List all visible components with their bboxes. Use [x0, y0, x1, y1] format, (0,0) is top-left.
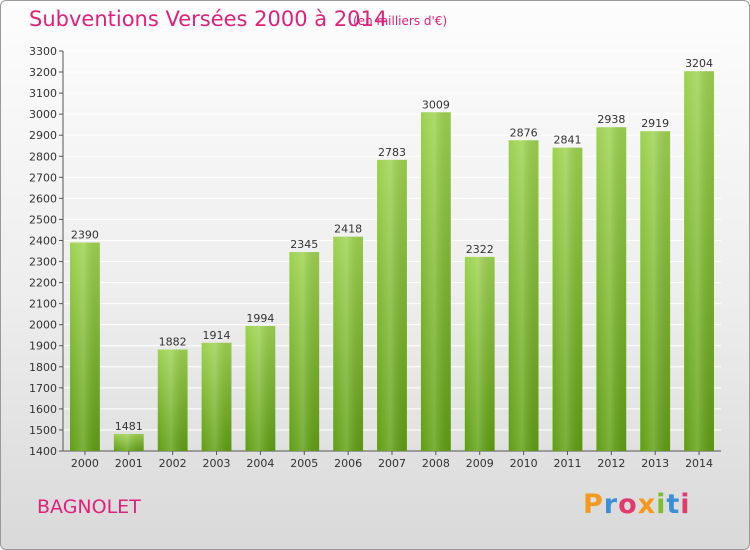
value-label: 2390	[71, 229, 99, 242]
bar-shine	[552, 147, 583, 451]
bar-shine	[420, 112, 451, 452]
value-label: 2876	[510, 126, 538, 139]
value-label: 1914	[203, 329, 231, 342]
y-tick-label: 3000	[29, 108, 57, 121]
value-label: 1994	[246, 312, 274, 325]
x-tick-label: 2010	[510, 457, 538, 470]
x-tick-label: 2011	[553, 457, 581, 470]
y-tick-label: 2400	[29, 234, 57, 247]
value-label: 2841	[553, 134, 581, 147]
x-tick-label: 2006	[334, 457, 362, 470]
y-tick-label: 2800	[29, 150, 57, 163]
x-tick-label: 2000	[71, 457, 99, 470]
bar-shine	[508, 140, 539, 451]
labels: 2390 1481 1882 1914 1994 2345 2418 2783 3009 2322…	[71, 57, 713, 433]
bar-shine	[70, 242, 100, 451]
y-tick-label: 2000	[29, 319, 57, 332]
x-tick-label: 2012	[597, 457, 625, 470]
y-tick-label: 2200	[29, 277, 57, 290]
bar-shine	[684, 71, 714, 452]
value-label: 2919	[641, 117, 669, 130]
x-tick-label: 2004	[246, 457, 274, 470]
chart-subtitle: (en milliers d'€)	[353, 14, 448, 28]
bar-shine	[289, 252, 320, 451]
value-label: 1481	[115, 420, 143, 433]
value-label: 3204	[685, 57, 713, 70]
y-tick-label: 3300	[29, 45, 57, 58]
bar-shine	[640, 131, 671, 452]
axes: 1400 1500 1600 1700 1800 1900 2000 2100 2200 2300…	[29, 45, 721, 470]
x-tick-label: 2009	[466, 457, 494, 470]
bar-shine	[113, 433, 144, 451]
y-tick-label: 1600	[29, 403, 57, 416]
y-tick-label: 3200	[29, 66, 57, 79]
y-tick-label: 2600	[29, 192, 57, 205]
x-tick-label: 2013	[641, 457, 669, 470]
bar-shine	[201, 342, 232, 451]
y-tick-label: 2100	[29, 298, 57, 311]
y-tick-label: 1400	[29, 445, 57, 458]
y-tick-label: 2500	[29, 213, 57, 226]
value-label: 2418	[334, 223, 362, 236]
bar-shine	[464, 256, 495, 451]
proxiti-logo[interactable]: Proxiti	[583, 489, 691, 520]
value-label: 3009	[422, 98, 450, 111]
y-tick-label: 2900	[29, 129, 57, 142]
y-tick-label: 1800	[29, 361, 57, 374]
value-label: 2783	[378, 146, 406, 159]
bar-shine	[157, 349, 188, 451]
value-label: 2345	[290, 238, 318, 251]
value-label: 1882	[159, 336, 187, 349]
x-tick-label: 2001	[115, 457, 143, 470]
y-tick-label: 2700	[29, 171, 57, 184]
chart-title: Subventions Versées 2000 à 2014	[29, 7, 388, 31]
x-tick-label: 2008	[422, 457, 450, 470]
value-label: 2938	[597, 113, 625, 126]
y-tick-label: 3100	[29, 87, 57, 100]
x-tick-label: 2002	[159, 457, 187, 470]
bar-shine	[333, 236, 364, 451]
location-label: BAGNOLET	[37, 496, 141, 518]
y-tick-label: 1700	[29, 382, 57, 395]
y-tick-label: 1500	[29, 424, 57, 437]
x-tick-label: 2005	[290, 457, 318, 470]
value-label: 2322	[466, 243, 494, 256]
bar-shine	[377, 159, 407, 451]
x-tick-label: 2003	[203, 457, 231, 470]
y-tick-label: 1900	[29, 340, 57, 353]
y-tick-label: 2300	[29, 256, 57, 269]
bar-shine	[245, 325, 276, 451]
x-tick-label: 2014	[685, 457, 713, 470]
bar-shine	[596, 127, 627, 452]
x-tick-label: 2007	[378, 457, 406, 470]
bars	[70, 71, 714, 452]
